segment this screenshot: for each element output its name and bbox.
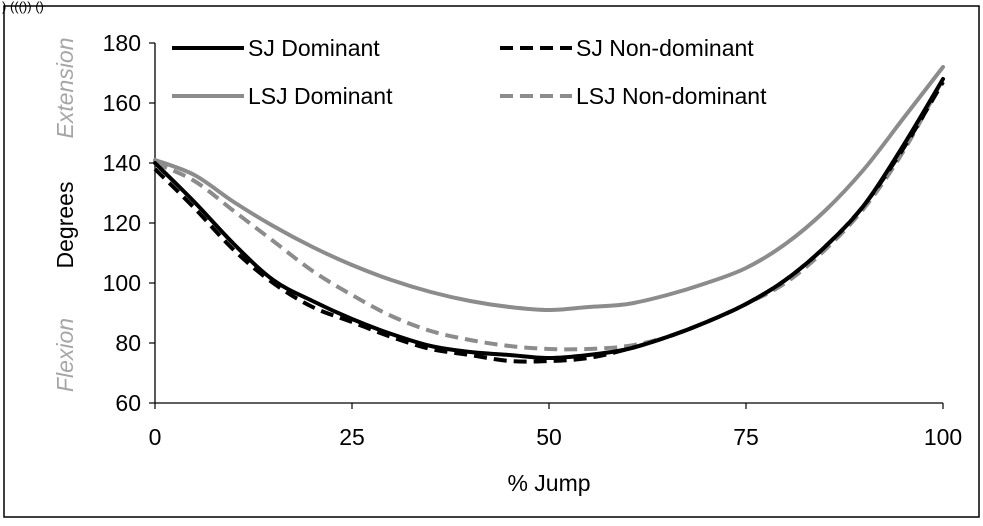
y-tick-label: 80 <box>115 330 141 356</box>
x-tick-label: 0 <box>149 424 162 450</box>
series-group <box>153 65 945 364</box>
y-axis-label-bottom: Flexion <box>52 318 78 392</box>
header-fragment: ) ((()) () <box>2 0 44 14</box>
series-line-sj-dominant <box>153 77 945 360</box>
legend-label: SJ Dominant <box>248 35 380 61</box>
y-tick-label: 180 <box>103 30 141 56</box>
legend: SJ Dominant SJ Non-dominant LSJ Dominant LS… <box>172 35 767 109</box>
x-tick-label: 50 <box>536 424 562 450</box>
y-tick-label: 60 <box>115 390 141 416</box>
legend-label: LSJ Non-dominant <box>576 83 767 109</box>
x-tick-label: 75 <box>733 424 759 450</box>
series-line-lsj-dominant <box>153 65 945 312</box>
legend-label: SJ Non-dominant <box>576 35 754 61</box>
chart-frame <box>3 5 980 518</box>
series-line-sj-non-dominant <box>153 80 945 364</box>
y-tick-label: 140 <box>103 150 141 176</box>
x-tick-label: 25 <box>339 424 365 450</box>
x-tick-label: 100 <box>924 424 962 450</box>
y-axis-label-top: Extension <box>52 37 78 138</box>
y-tick-label: 120 <box>103 210 141 236</box>
y-tick-label: 160 <box>103 90 141 116</box>
y-axis-label: Degrees <box>52 182 78 269</box>
legend-label: LSJ Dominant <box>248 83 393 109</box>
series-line-lsj-non-dominant <box>154 78 945 352</box>
axes: 60 80 100 120 140 160 180 0 25 50 75 100 <box>103 30 963 450</box>
x-axis-label: % Jump <box>507 470 590 496</box>
y-tick-label: 100 <box>103 270 141 296</box>
